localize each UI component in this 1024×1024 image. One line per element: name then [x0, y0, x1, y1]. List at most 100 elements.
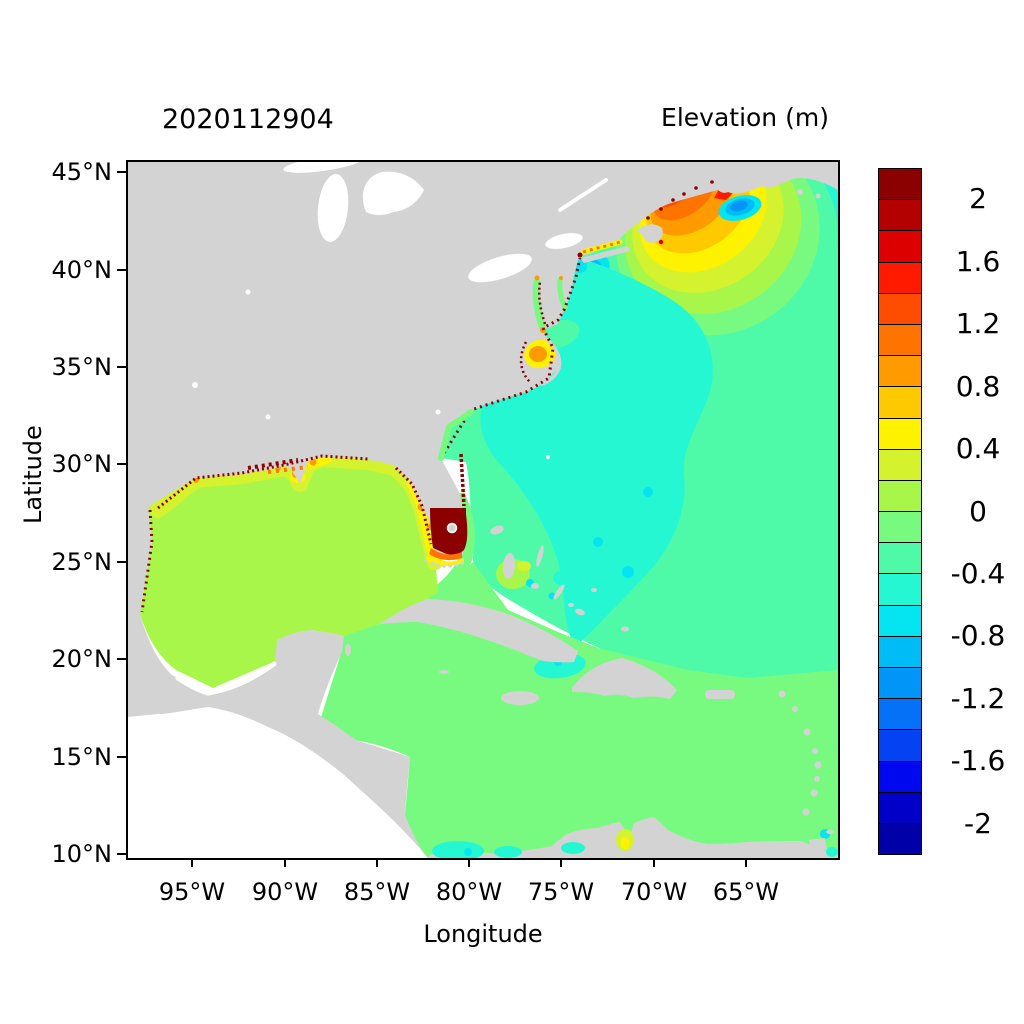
x-tick-label: 90°W — [251, 878, 319, 906]
colorbar-cell — [879, 761, 921, 793]
land-lesser-antilles — [778, 690, 822, 816]
lake-huron — [362, 171, 424, 215]
colorbar-tick-label: -2 — [964, 806, 992, 840]
colorbar-tick-label: 0.8 — [955, 369, 1001, 403]
panama-cyan-speck — [464, 848, 472, 856]
colorbar-tick-label: 1.2 — [955, 307, 1001, 341]
lake-maracaibo-yellow — [620, 837, 630, 849]
y-tick-mark — [117, 171, 126, 173]
y-tick-mark — [117, 366, 126, 368]
colorbar-cell — [879, 418, 921, 450]
colorbar-cell — [879, 262, 921, 294]
indian-river-speckles — [459, 453, 466, 507]
colorbar-cell — [879, 668, 921, 700]
colorbar-cell — [879, 512, 921, 544]
x-tick-label: 80°W — [435, 878, 503, 906]
plot-title-datetime: 2020112904 — [162, 104, 334, 135]
trinidad-turquoise-patch — [826, 847, 838, 857]
colorbar-tick-label: 0 — [969, 494, 987, 528]
colorbar-tick-label: -0.4 — [950, 556, 1006, 590]
colorbar-tick-label: -0.8 — [950, 619, 1006, 653]
new-york-harbor-speck — [577, 252, 583, 258]
bahamas-bank-yellowgreen — [517, 561, 531, 571]
y-tick-mark — [117, 561, 126, 563]
st-lawrence-river — [558, 178, 608, 212]
x-tick-label: 85°W — [343, 878, 411, 906]
y-tick-label: 40°N — [51, 256, 113, 284]
y-tick-mark — [117, 853, 126, 855]
x-axis-label: Longitude — [423, 920, 543, 948]
colorbar-cell — [879, 356, 921, 388]
y-tick-label: 35°N — [51, 353, 113, 381]
land-jamaica — [501, 691, 539, 705]
land-hispaniola — [572, 658, 677, 699]
colombia-coast-patch — [561, 842, 585, 854]
plot-border — [126, 160, 840, 860]
southeast-coast-green-strip — [438, 409, 474, 461]
x-tick-mark — [560, 858, 562, 867]
chesapeake-bay — [532, 278, 546, 330]
panama-coast-patch2 — [494, 846, 522, 858]
land-tobago — [826, 830, 834, 834]
florida-west-speckles — [394, 466, 433, 545]
maine-coast-speckles — [646, 180, 714, 220]
y-tick-mark — [117, 269, 126, 271]
land-long-island — [580, 246, 630, 263]
colorbar-cell — [879, 324, 921, 357]
louisiana-delta-darkred — [247, 458, 299, 470]
colorbar-tick-label: -1.6 — [950, 744, 1006, 778]
x-tick-mark — [745, 858, 747, 867]
y-tick-label: 45°N — [51, 158, 113, 186]
colorbar-cell — [879, 231, 921, 263]
colorbar-tick-label: 0.4 — [955, 432, 1001, 466]
small-inland-lakes — [192, 289, 550, 459]
florida-bay-yellow — [426, 554, 464, 566]
land-cape-cod — [638, 224, 663, 243]
land-florida-keys — [424, 559, 464, 568]
y-axis-label: Latitude — [19, 425, 47, 524]
delaware-bay — [557, 277, 568, 311]
y-tick-label: 30°N — [51, 450, 113, 478]
texas-coast-speckles — [140, 509, 154, 613]
colorbar-cell — [879, 480, 921, 513]
colorbar-cell — [879, 636, 921, 668]
y-tick-label: 10°N — [51, 840, 113, 868]
region-gulf-of-mexico — [140, 457, 438, 688]
x-tick-mark — [468, 858, 470, 867]
x-tick-mark — [653, 858, 655, 867]
land-puerto-rico — [705, 690, 735, 699]
louisiana-delta-orange — [267, 465, 309, 474]
colorbar-cell — [879, 169, 921, 201]
long-island-sound-orange — [582, 240, 621, 254]
region-florida-current-strip — [424, 492, 475, 602]
bahamas-turquoise-patch — [553, 570, 575, 586]
x-tick-label: 70°W — [620, 878, 688, 906]
y-tick-label: 20°N — [51, 645, 113, 673]
x-tick-label: 95°W — [158, 878, 226, 906]
land-north-america — [128, 162, 838, 858]
pamlico-sound-orange — [529, 346, 547, 362]
colorbar-cell — [879, 449, 921, 481]
colorbar-cell — [879, 823, 921, 855]
lake-erie — [468, 253, 532, 283]
colorbar-cell — [879, 792, 921, 824]
x-tick-label: 65°W — [712, 878, 780, 906]
lake-okeechobee — [446, 522, 458, 534]
y-tick-mark — [117, 463, 126, 465]
florida-bay-orange — [429, 548, 462, 561]
land-cayman — [439, 670, 449, 674]
y-tick-mark — [117, 756, 126, 758]
colorbar-cell — [879, 543, 921, 575]
land-nova-scotia-islets — [797, 189, 821, 199]
land-cuba — [379, 599, 578, 663]
colorbar-tick-label: 2 — [969, 182, 987, 216]
colorbar-cell — [879, 605, 921, 637]
lake-ontario — [545, 233, 583, 249]
campeche-white-fringe — [175, 661, 277, 696]
nova-scotia-low-spot-core — [730, 200, 748, 212]
land-trinidad — [809, 838, 827, 852]
colorbar-cell — [879, 293, 921, 325]
region-atlantic-coastal-band — [480, 258, 713, 646]
colorbar-cell — [879, 574, 921, 606]
